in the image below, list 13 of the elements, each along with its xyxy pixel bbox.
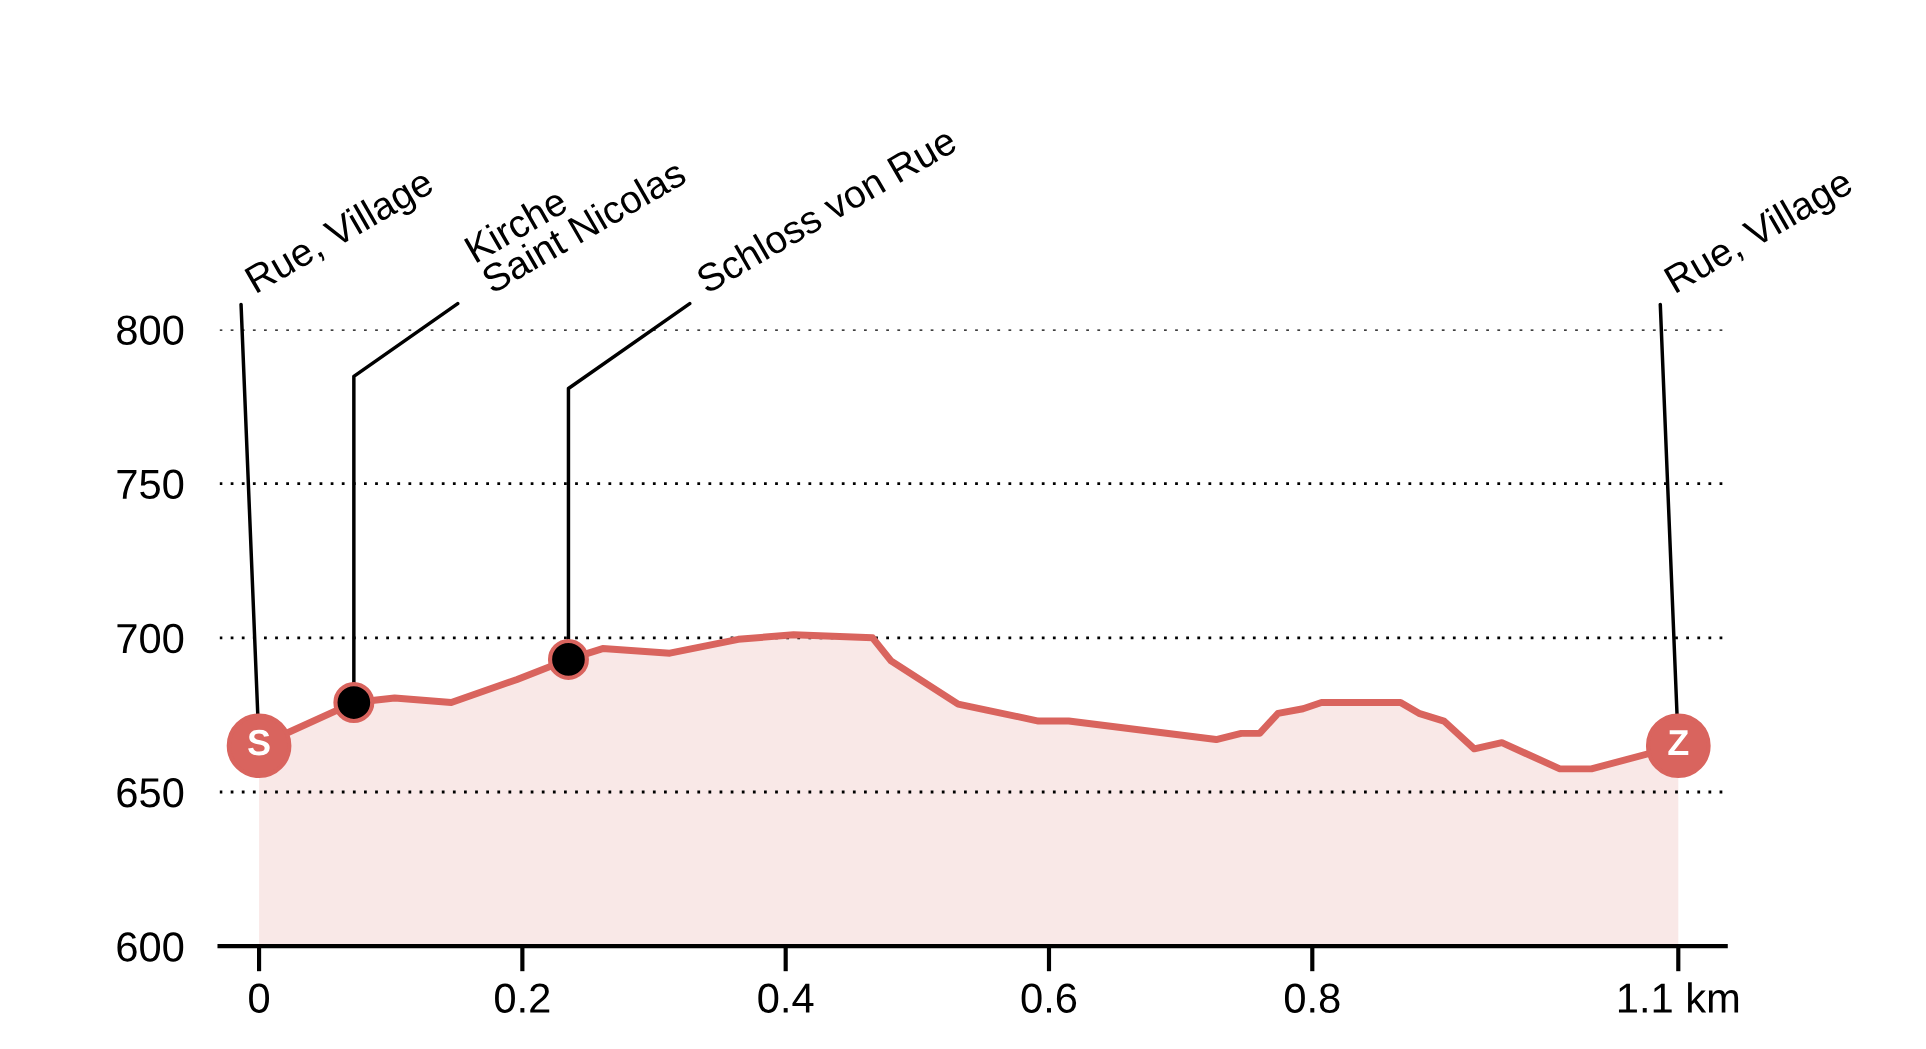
y-tick-label: 600 xyxy=(117,932,184,962)
data-label: Z xyxy=(1668,730,1689,756)
data-label: S xyxy=(248,729,270,756)
x-tick-label: 0.4 xyxy=(758,983,814,1013)
y-tick-label: 750 xyxy=(117,469,184,500)
x-tick-label: 0.8 xyxy=(1284,983,1340,1013)
x-tick-label: 0.6 xyxy=(1021,983,1077,1013)
y-tick-label: 700 xyxy=(117,623,184,654)
y-tick-label: 800 xyxy=(117,315,184,345)
x-tick-label: 1.1 km xyxy=(1618,982,1739,1013)
x-tick-label: 0.2 xyxy=(495,983,550,1013)
x-tick-label: 0 xyxy=(249,983,270,1013)
y-tick-label: 650 xyxy=(117,778,184,808)
